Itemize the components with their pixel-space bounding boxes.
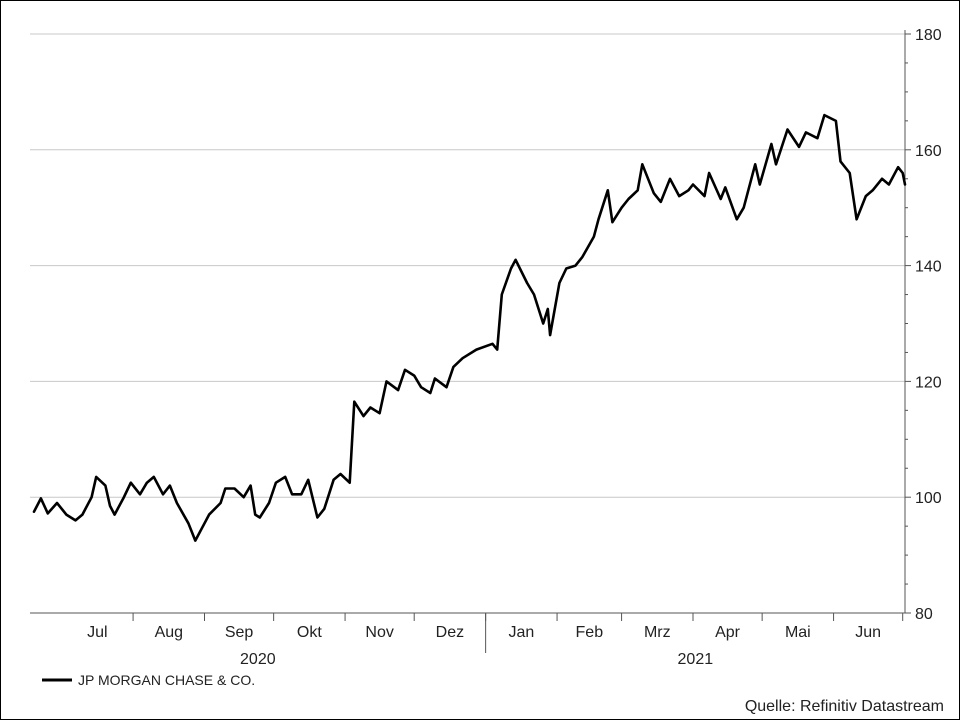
x-tick-label-mai: Mai <box>785 624 811 641</box>
year-labels: 2020 2021 <box>240 651 713 668</box>
year-label-2020: 2020 <box>240 651 276 668</box>
y-tick-label-140: 140 <box>915 259 942 276</box>
plot-area <box>32 113 907 542</box>
x-tick-label-dez: Dez <box>436 624 464 641</box>
y-tick-label-80: 80 <box>915 606 933 623</box>
legend: JP MORGAN CHASE & CO. <box>42 672 255 688</box>
year-label-2021: 2021 <box>678 651 714 668</box>
legend-label-jpm: JP MORGAN CHASE & CO. <box>78 672 255 688</box>
x-tick-label-feb: Feb <box>576 624 604 641</box>
y-tick-labels: 80 100 120 140 160 180 <box>915 27 942 623</box>
x-tick-label-jul: Jul <box>87 624 107 641</box>
x-tick-label-okt: Okt <box>297 624 322 641</box>
y-gridlines <box>30 33 905 498</box>
x-tick-label-nov: Nov <box>365 624 393 641</box>
x-tick-labels: Jul Aug Sep Okt Nov Dez Jan Feb Mrz Apr Mai Jun <box>87 624 881 641</box>
x-tick-label-jan: Jan <box>508 624 534 641</box>
source-note: Quelle: Refinitiv Datastream <box>745 698 944 715</box>
y-tick-label-160: 160 <box>915 143 942 160</box>
y-tick-label-100: 100 <box>915 490 942 507</box>
y-tick-label-180: 180 <box>915 27 942 44</box>
x-tick-label-mrz: Mrz <box>644 624 671 641</box>
chart-axes <box>30 30 911 653</box>
series-line-jpm <box>32 113 907 542</box>
y-tick-label-120: 120 <box>915 374 942 391</box>
x-tick-label-apr: Apr <box>715 624 741 641</box>
x-tick-label-jun: Jun <box>855 624 881 641</box>
x-tick-label-aug: Aug <box>155 624 183 641</box>
x-tick-label-sep: Sep <box>225 624 254 641</box>
